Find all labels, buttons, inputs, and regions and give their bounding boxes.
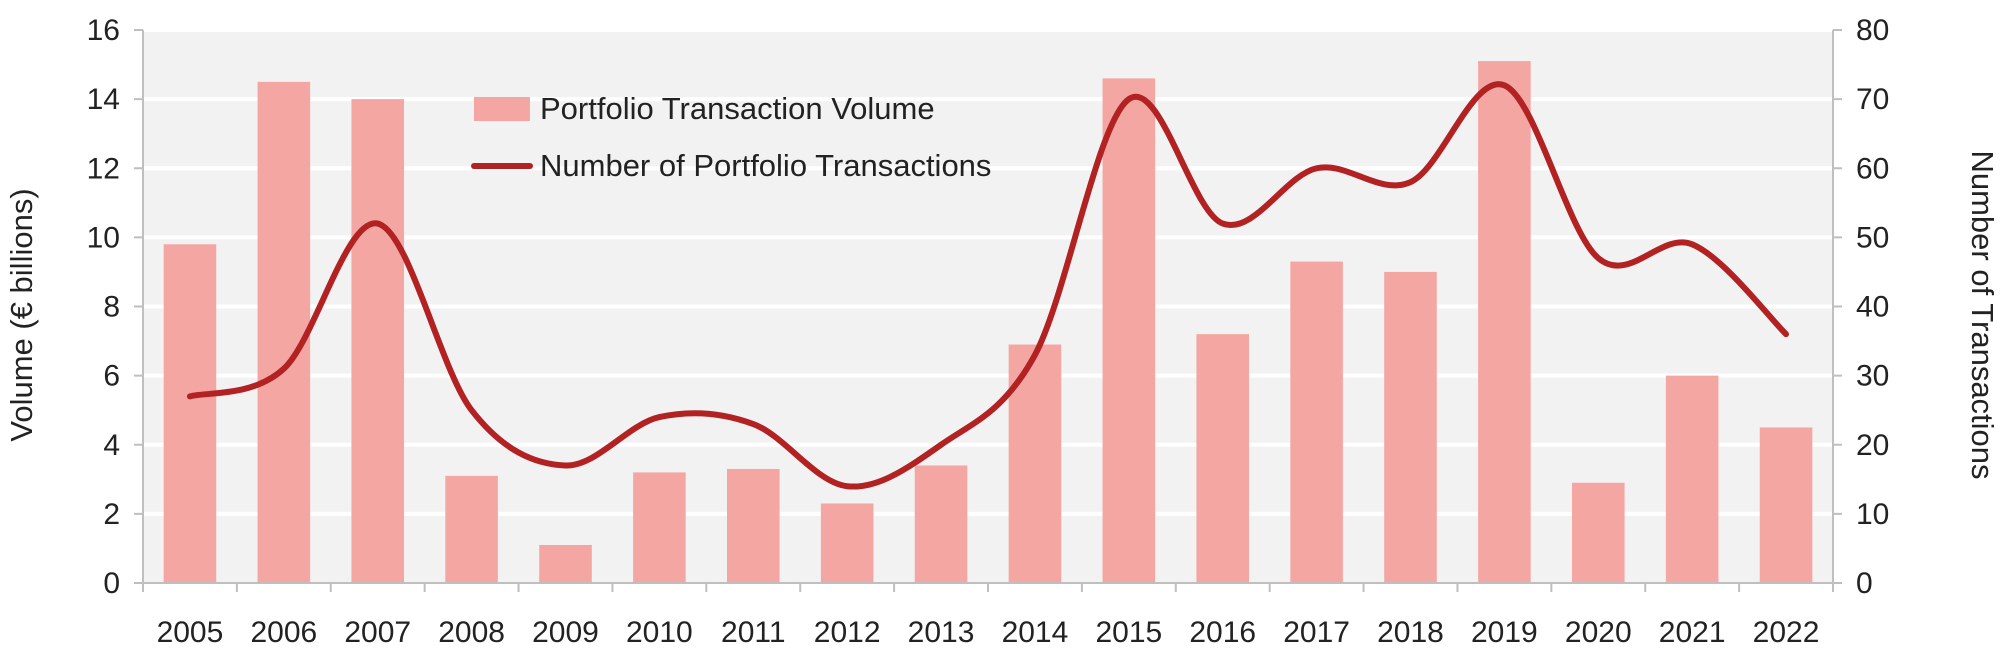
y2-tick-label: 20 <box>1856 429 1889 462</box>
y-axis-ticks: 0 2 4 6 8 10 12 14 16 <box>87 14 143 600</box>
x-tick-label: 2013 <box>908 616 975 649</box>
x-tick-label: 2011 <box>721 616 786 649</box>
bar-series <box>163 61 1813 583</box>
y2-tick-label: 80 <box>1856 14 1889 47</box>
bar-2022 <box>1759 427 1813 583</box>
y2-tick-label: 50 <box>1856 221 1889 254</box>
x-tick-label: 2021 <box>1659 616 1726 649</box>
bar-2006 <box>257 81 311 583</box>
bar-2010 <box>633 472 686 583</box>
y2-tick-label: 60 <box>1856 152 1889 185</box>
bar-2012 <box>820 503 874 583</box>
y-tick-label: 16 <box>87 14 120 47</box>
line-series-number-of-transactions <box>186 81 1790 490</box>
x-tick-label: 2016 <box>1189 616 1256 649</box>
x-tick-label: 2009 <box>532 616 599 649</box>
y2-tick-label: 10 <box>1856 498 1889 531</box>
bar-2009 <box>539 544 592 583</box>
legend-line-label: Number of Portfolio Transactions <box>540 148 991 183</box>
y2-tick-label: 40 <box>1856 291 1889 324</box>
y2-tick-label: 0 <box>1856 567 1873 600</box>
legend: Portfolio Transaction Volume Number of P… <box>471 91 991 183</box>
y2-tick-label: 30 <box>1856 360 1889 393</box>
bar-2007 <box>351 99 405 583</box>
y-tick-label: 14 <box>87 83 120 116</box>
bar-2005 <box>163 244 217 583</box>
bar-2021 <box>1665 375 1719 583</box>
bar-2017 <box>1290 261 1343 583</box>
bar-2015 <box>1102 78 1156 583</box>
x-tick-label: 2012 <box>814 616 881 649</box>
bar-2011 <box>726 468 780 583</box>
x-tick-label: 2006 <box>250 616 317 649</box>
x-tick-label: 2018 <box>1377 616 1444 649</box>
y-tick-label: 10 <box>87 221 120 254</box>
x-tick-label: 2017 <box>1283 616 1350 649</box>
y2-tick-label: 70 <box>1856 83 1889 116</box>
x-tick-label: 2010 <box>626 616 693 649</box>
x-tick-label: 2008 <box>438 616 505 649</box>
x-tick-label: 2014 <box>1002 616 1069 649</box>
x-tick-label: 2019 <box>1471 616 1538 649</box>
bar-2018 <box>1384 271 1437 583</box>
y-tick-label: 2 <box>103 498 120 531</box>
bar-2008 <box>445 475 498 583</box>
legend-bar-label: Portfolio Transaction Volume <box>540 91 935 126</box>
x-tick-label: 2005 <box>157 616 224 649</box>
y2-axis-title: Number of Transactions <box>1965 150 2000 479</box>
bar-2016 <box>1196 334 1250 583</box>
y-tick-label: 12 <box>87 152 120 185</box>
y-tick-label: 6 <box>103 360 120 393</box>
bar-2019 <box>1478 61 1531 583</box>
y-tick-label: 8 <box>103 291 120 324</box>
x-tick-label: 2022 <box>1753 616 1820 649</box>
y-tick-label: 0 <box>103 567 120 600</box>
x-tick-label: 2015 <box>1095 616 1162 649</box>
y-axis-title: Volume (€ billions) <box>4 188 39 441</box>
x-tick-label: 2020 <box>1565 616 1632 649</box>
y2-axis-ticks: 0 10 20 30 40 50 60 70 80 <box>1833 14 1889 600</box>
x-axis-ticks: 2005 2006 2007 2008 2009 2010 2011 2012 2013 2014… <box>142 583 1834 649</box>
x-tick-label: 2007 <box>344 616 411 649</box>
bar-2020 <box>1571 482 1625 583</box>
y-tick-label: 4 <box>103 429 120 462</box>
legend-bar-swatch <box>474 97 530 121</box>
bar-2013 <box>914 465 968 583</box>
